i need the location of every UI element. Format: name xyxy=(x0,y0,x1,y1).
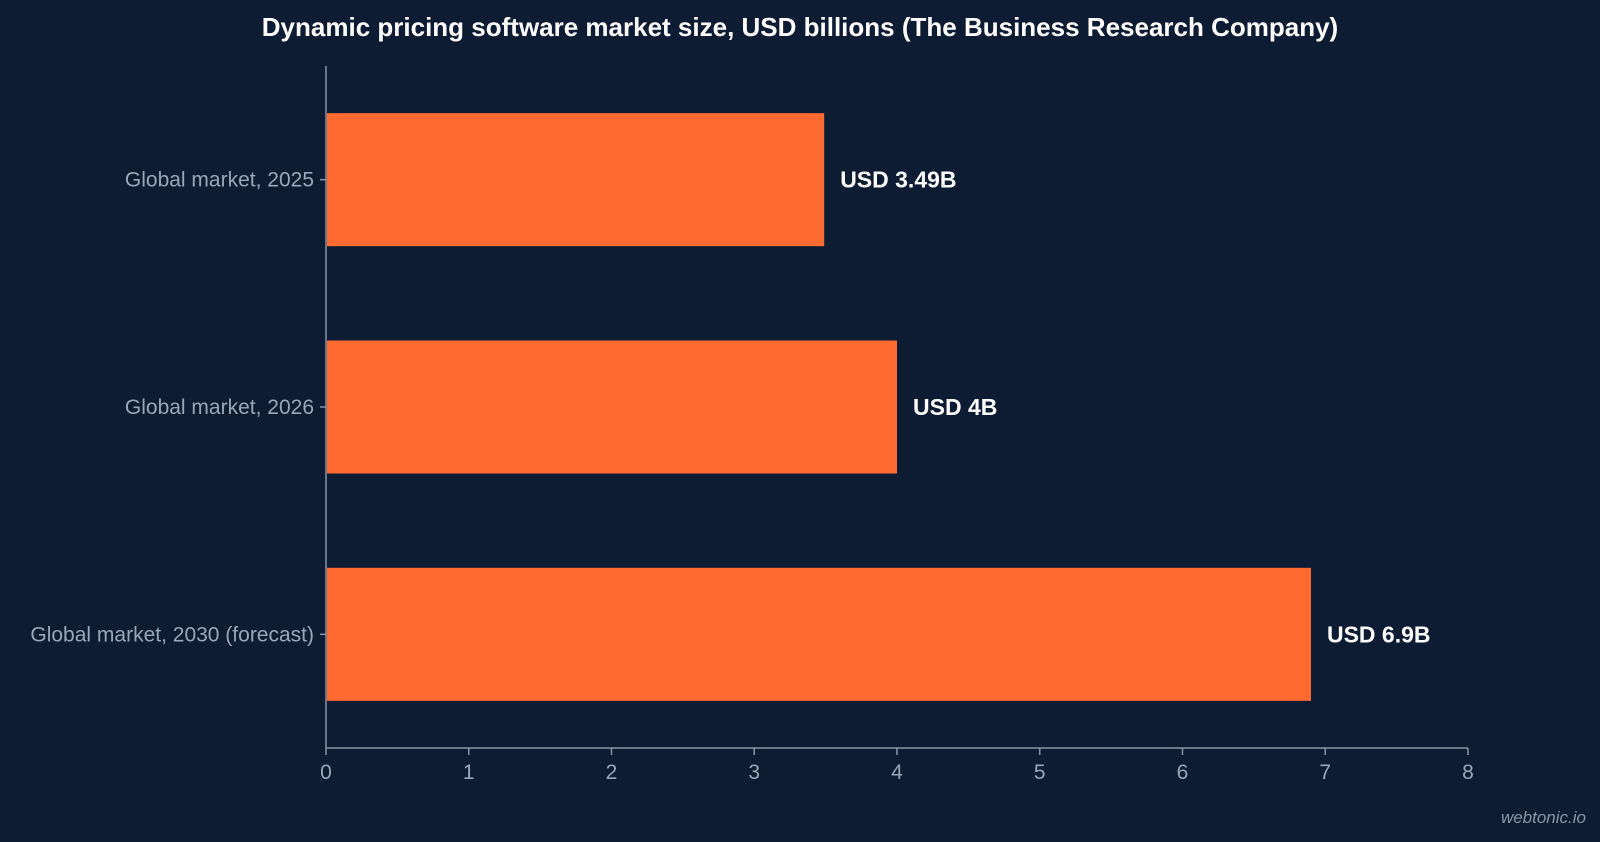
data-label: USD 4B xyxy=(913,394,997,420)
x-tick-label: 3 xyxy=(748,761,760,784)
bar xyxy=(327,340,897,474)
x-ticks-group: 0 1 2 3 4 5 6 7 8 xyxy=(320,748,1474,784)
bars-group: Global market, 2025 USD 3.49B Global marke… xyxy=(30,113,1431,701)
category-label: Global market, 2030 (forecast) xyxy=(30,623,314,646)
x-tick-label: 0 xyxy=(320,761,332,784)
x-tick-label: 8 xyxy=(1462,761,1474,784)
x-tick-label: 7 xyxy=(1319,761,1331,784)
category-label: Global market, 2026 xyxy=(125,396,314,419)
x-tick-label: 4 xyxy=(891,761,903,784)
watermark: webtonic.io xyxy=(1500,808,1586,827)
x-tick-label: 1 xyxy=(463,761,475,784)
category-label: Global market, 2025 xyxy=(125,169,314,192)
data-label: USD 6.9B xyxy=(1327,621,1431,647)
x-tick-label: 5 xyxy=(1034,761,1046,784)
bar xyxy=(327,567,1311,701)
x-tick-label: 2 xyxy=(606,761,618,784)
bar xyxy=(327,113,825,247)
data-label: USD 3.49B xyxy=(840,167,956,193)
chart-title: Dynamic pricing software market size, US… xyxy=(262,12,1338,42)
x-tick-label: 6 xyxy=(1177,761,1189,784)
